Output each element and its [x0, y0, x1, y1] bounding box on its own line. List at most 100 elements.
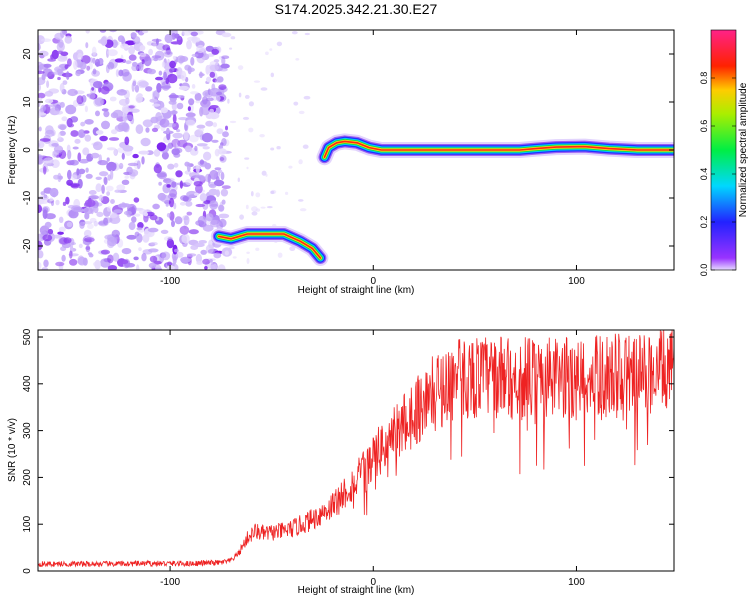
noise-blob [298, 110, 305, 115]
noise-blob [53, 145, 64, 154]
noise-blob [122, 113, 127, 123]
noise-blob [66, 118, 73, 127]
noise-blob [58, 237, 70, 245]
noise-blob [248, 127, 254, 133]
noise-blob [190, 31, 198, 37]
noise-blob [110, 199, 115, 204]
noise-blob [242, 116, 250, 120]
noise-blob [221, 32, 232, 38]
noise-blob [186, 253, 197, 257]
noise-blob [145, 86, 153, 92]
noise-blob [135, 124, 144, 135]
noise-blob [124, 262, 136, 268]
snr-xlabel: Height of straight line (km) [298, 585, 415, 596]
noise-blob [88, 92, 96, 100]
noise-blob [128, 169, 139, 177]
noise-blob [187, 106, 191, 112]
noise-blob [98, 86, 102, 93]
noise-blob [67, 149, 72, 160]
snr-frame [37, 329, 675, 572]
noise-blob [208, 188, 218, 196]
noise-blob [213, 252, 222, 259]
snr-xtick-label: 0 [370, 577, 376, 588]
noise-blob [166, 127, 170, 135]
noise-blob [43, 259, 49, 268]
noise-blob [209, 219, 221, 228]
noise-blob [70, 130, 79, 137]
noise-blob [85, 30, 90, 34]
noise-blob [195, 100, 201, 104]
noise-blob [178, 117, 188, 121]
noise-blob [92, 81, 103, 89]
snr-ytick-label: 500 [22, 328, 33, 345]
noise-blob [136, 160, 141, 170]
noise-blob [133, 36, 141, 45]
noise-blob [77, 152, 82, 162]
noise-blob [147, 68, 157, 75]
noise-blob [134, 231, 140, 237]
noise-blob [125, 114, 134, 121]
noise-blob [205, 45, 214, 52]
noise-blob [38, 92, 46, 99]
noise-blob [143, 212, 149, 217]
noise-blob [232, 256, 237, 259]
noise-blob [168, 100, 177, 105]
noise-blob [119, 203, 131, 208]
noise-blob [173, 248, 179, 253]
noise-blob [107, 49, 118, 57]
spectrogram-ytick-label: -20 [22, 238, 33, 253]
noise-blob [118, 69, 124, 77]
snr-xtick-label: 100 [568, 577, 585, 588]
noise-blob [194, 242, 205, 248]
noise-blob [122, 145, 134, 152]
noise-blob [99, 135, 108, 142]
snr-ytick-label: 300 [22, 422, 33, 439]
noise-blob [176, 35, 182, 41]
spectrogram-xtick-label: 0 [370, 276, 376, 287]
noise-blob [218, 84, 227, 90]
noise-blob [304, 32, 310, 36]
noise-blob [41, 267, 48, 270]
noise-blob [179, 225, 190, 235]
noise-blob [53, 174, 60, 180]
noise-blob [128, 221, 136, 231]
noise-blob [44, 221, 52, 228]
noise-blob [142, 30, 149, 34]
noise-blob [132, 153, 139, 159]
noise-blob [59, 101, 65, 108]
noise-blob [84, 237, 95, 243]
noise-blob [126, 234, 137, 240]
noise-blob [138, 81, 149, 88]
noise-blob [160, 194, 170, 203]
noise-blob [152, 103, 161, 107]
noise-blob [91, 46, 97, 56]
noise-blob [227, 98, 230, 104]
noise-blob [173, 162, 179, 168]
noise-blob [207, 174, 211, 184]
ridge-1-layer [323, 140, 674, 158]
noise-blob [217, 169, 223, 174]
noise-blob [109, 30, 117, 33]
noise-blob [133, 197, 140, 203]
noise-blob [195, 253, 202, 264]
noise-blob [59, 83, 65, 93]
snr-ytick-label: 400 [22, 375, 33, 392]
noise-blob [111, 129, 118, 135]
noise-blob [221, 199, 226, 205]
noise-blob [302, 144, 309, 149]
noise-blob [59, 124, 67, 131]
noise-blob [84, 134, 92, 142]
noise-blob [42, 207, 49, 214]
noise-blob [136, 227, 143, 231]
noise-blob [199, 71, 203, 79]
noise-blob [270, 72, 274, 78]
noise-blob [196, 44, 206, 54]
noise-blob [196, 261, 203, 265]
noise-blob [209, 64, 219, 72]
noise-blob [172, 114, 177, 124]
noise-blob [38, 140, 45, 149]
noise-blob [65, 196, 70, 205]
noise-blob [40, 104, 46, 112]
noise-blob [95, 183, 102, 193]
noise-blob [140, 137, 151, 147]
